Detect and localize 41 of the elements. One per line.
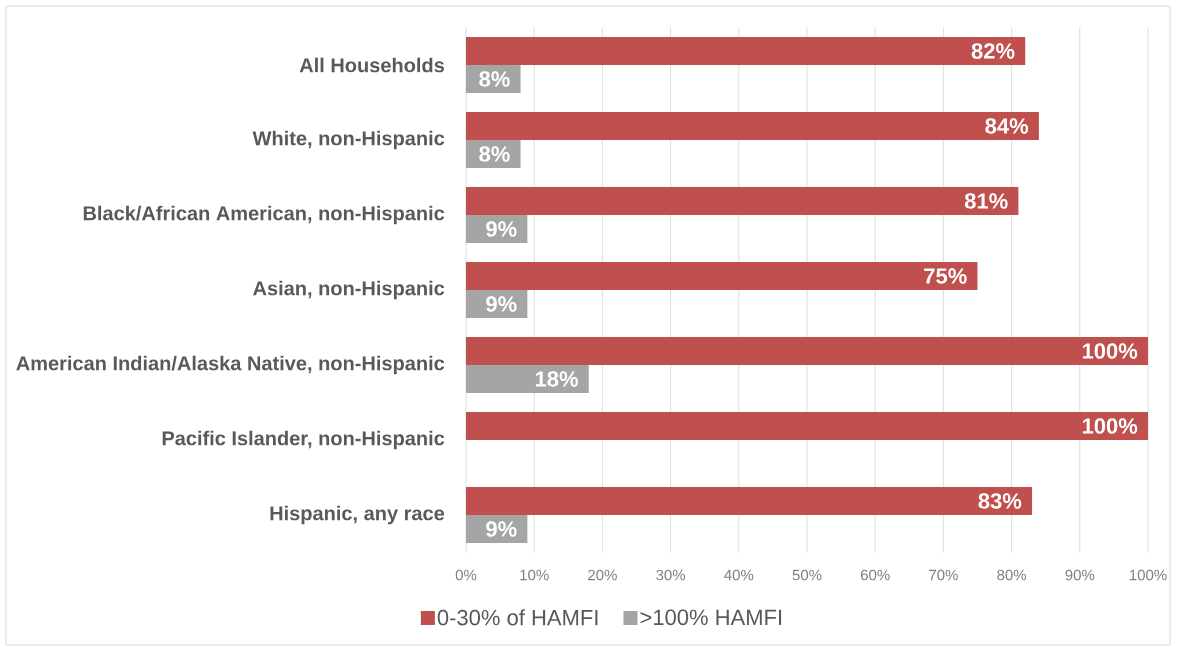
y-tick-label: Pacific Islander, non-Hispanic	[162, 430, 445, 450]
legend-label: >100% HAMFI	[640, 609, 782, 626]
bar	[466, 262, 978, 290]
x-tick-label: 40%	[724, 569, 754, 581]
bar	[466, 364, 589, 393]
legend-label: 0-30% of HAMFI	[437, 609, 598, 626]
data-label: 100%	[1082, 418, 1138, 434]
data-label: 8%	[479, 146, 510, 162]
data-label: 83%	[978, 493, 1022, 509]
x-tick-label: 100%	[1129, 569, 1167, 581]
data-label: 82%	[971, 43, 1015, 59]
x-tick-label: 50%	[792, 569, 822, 581]
bar	[466, 337, 1148, 365]
bar	[466, 187, 1019, 215]
y-tick-label: American Indian/Alaska Native, non-Hispanic	[16, 355, 445, 375]
y-tick-label: Asian, non-Hispanic	[253, 280, 445, 300]
y-tick-label: Hispanic, any race	[270, 505, 445, 525]
bar	[466, 412, 1148, 440]
data-label: 84%	[985, 118, 1029, 134]
x-tick-label: 10%	[520, 569, 549, 581]
data-label: 18%	[535, 371, 578, 387]
data-label: 75%	[924, 268, 967, 284]
x-tick-label: 0%	[455, 569, 477, 581]
data-label: 81%	[964, 193, 1008, 209]
data-label: 9%	[486, 221, 517, 237]
bar	[466, 37, 1026, 65]
x-tick-label: 80%	[997, 569, 1027, 581]
x-tick-label: 60%	[860, 569, 890, 581]
data-label: 100%	[1082, 343, 1138, 359]
data-label: 9%	[486, 521, 517, 537]
x-tick-label: 90%	[1065, 569, 1095, 581]
x-tick-label: 70%	[929, 569, 958, 581]
data-label: 9%	[486, 296, 517, 312]
x-tick-label: 30%	[656, 569, 686, 581]
y-tick-label: Black/African American, non-Hispanic	[83, 205, 445, 225]
x-tick-label: 20%	[588, 569, 617, 581]
y-tick-label: All Households	[299, 57, 444, 73]
data-label: 8%	[479, 71, 510, 87]
y-tick-label: White, non-Hispanic	[252, 130, 445, 150]
bar	[466, 112, 1039, 140]
bar	[466, 487, 1033, 515]
